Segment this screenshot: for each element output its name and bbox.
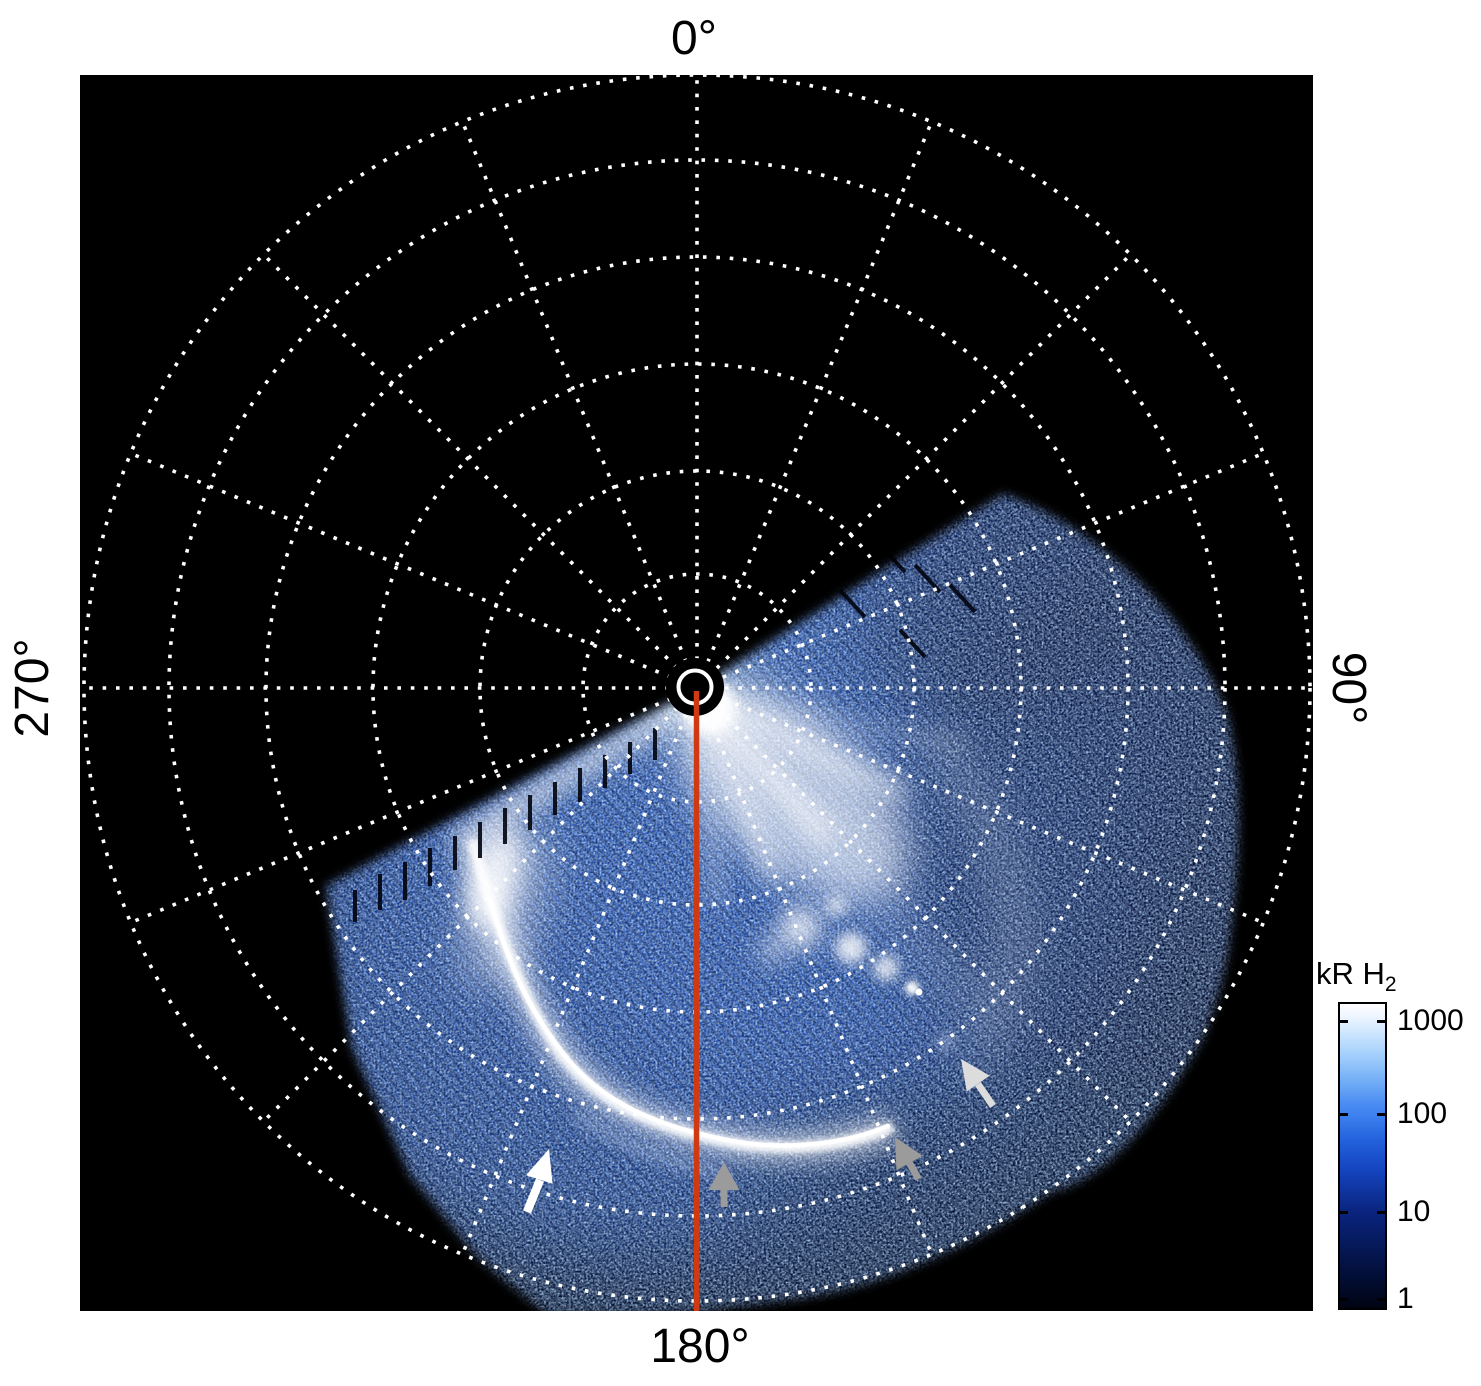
colorbar-title: kR H2 [1316,956,1397,997]
faint-east-arc [926,737,1027,1067]
colorbar-tick-10: 10 [1397,1195,1431,1228]
colorbar-tick-mark [1340,1298,1348,1301]
bright-patches [758,895,954,1051]
arrow-white-up-right [523,1149,553,1214]
colorbar-tick-mark [1340,1211,1348,1214]
colorbar-tick-mark [1340,1020,1348,1023]
arrow-gray-up-left [895,1137,923,1181]
colorbar-title-sub: 2 [1384,973,1397,997]
arrow-gray-up [708,1162,740,1207]
colorbar-title-main: kR H [1316,956,1385,991]
arrow-light-up-left [961,1059,996,1108]
grid-circle [167,158,1227,1218]
colorbar-tick-mark [1377,1298,1385,1301]
label-90deg: 90° [1322,651,1375,725]
pole-backing [666,658,724,716]
colorbar-tick-1000: 1000 [1397,1004,1464,1037]
colorbar-gradient [1338,1002,1387,1310]
colorbar-tick-mark [1340,1113,1348,1116]
colorbar-tick-100: 100 [1397,1097,1448,1130]
colorbar-tick-mark [1377,1211,1385,1214]
annotation-arrows [523,1059,996,1214]
grid-circle [82,75,1312,1303]
edge-comb-streaks [353,543,977,922]
grid-circle [581,572,813,804]
label-270deg: 270° [6,638,59,738]
label-180deg: 180° [650,1320,750,1373]
polar-grid [82,75,1312,1303]
aurora-image [250,404,1313,1311]
main-auroral-arc [457,818,899,1176]
colorbar-tick-mark [1377,1113,1385,1116]
label-0deg: 0° [671,12,717,65]
colorbar-tick-mark [1377,1020,1385,1023]
colorbar-tick-1: 1 [1397,1282,1414,1315]
